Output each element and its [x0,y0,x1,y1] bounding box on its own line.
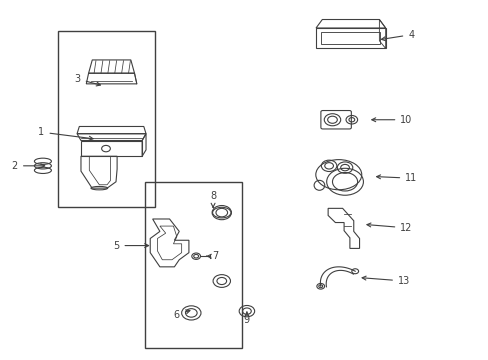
Text: 8: 8 [209,191,216,207]
Bar [81,140,142,156]
Text: 6: 6 [173,310,189,320]
Text: 1: 1 [39,127,93,140]
Text: 11: 11 [376,173,417,183]
Text: 13: 13 [362,276,409,286]
Text: 3: 3 [75,74,100,86]
Bar [321,32,380,44]
Text: 5: 5 [113,240,148,251]
Bar [315,28,385,49]
Bar [145,182,242,348]
Text: 9: 9 [244,312,249,325]
Text: 7: 7 [206,251,218,261]
Bar [58,31,155,207]
Text: 4: 4 [381,30,413,41]
Text: 10: 10 [371,115,412,125]
Text: 2: 2 [12,161,44,171]
Text: 12: 12 [366,223,412,233]
